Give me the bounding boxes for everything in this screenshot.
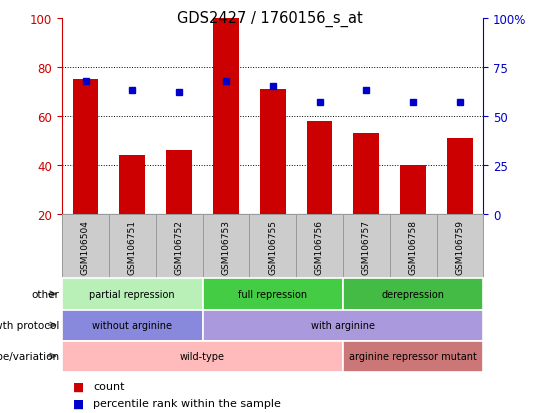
Bar	[72, 80, 98, 215]
Bar	[400, 166, 426, 215]
Text: without arginine: without arginine	[92, 320, 172, 330]
Text: GSM106757: GSM106757	[362, 220, 371, 275]
Text: count: count	[93, 381, 125, 391]
Text: growth protocol: growth protocol	[0, 320, 59, 330]
Text: partial repression: partial repression	[90, 289, 175, 299]
Bar	[166, 151, 192, 215]
Text: genotype/variation: genotype/variation	[0, 351, 59, 361]
Text: GSM106751: GSM106751	[128, 220, 137, 275]
Bar	[307, 121, 333, 215]
Bar	[260, 90, 286, 215]
Bar	[213, 19, 239, 215]
Text: wild-type: wild-type	[180, 351, 225, 361]
Bar	[119, 156, 145, 215]
Bar	[353, 134, 379, 215]
Bar	[447, 139, 473, 215]
Text: GSM106752: GSM106752	[174, 220, 184, 275]
Text: GDS2427 / 1760156_s_at: GDS2427 / 1760156_s_at	[177, 10, 363, 26]
Text: ■: ■	[73, 397, 84, 410]
Text: GSM106504: GSM106504	[81, 220, 90, 275]
Text: GSM106755: GSM106755	[268, 220, 277, 275]
Text: arginine repressor mutant: arginine repressor mutant	[349, 351, 477, 361]
Text: derepression: derepression	[382, 289, 444, 299]
Text: GSM106758: GSM106758	[409, 220, 417, 275]
Text: GSM106753: GSM106753	[221, 220, 231, 275]
Text: GSM106756: GSM106756	[315, 220, 324, 275]
Text: percentile rank within the sample: percentile rank within the sample	[93, 399, 281, 408]
Text: GSM106759: GSM106759	[455, 220, 464, 275]
Text: ■: ■	[73, 380, 84, 393]
Text: full repression: full repression	[238, 289, 307, 299]
Text: other: other	[31, 289, 59, 299]
Text: with arginine: with arginine	[311, 320, 375, 330]
